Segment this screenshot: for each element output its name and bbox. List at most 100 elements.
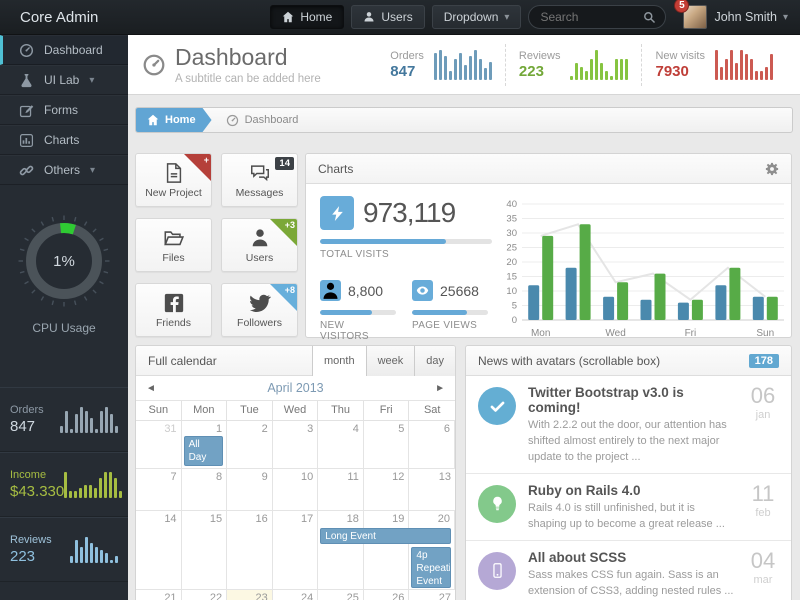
svg-text:Mon: Mon bbox=[531, 328, 550, 339]
news-header: News with avatars (scrollable box) 178 bbox=[466, 346, 791, 376]
news-panel: News with avatars (scrollable box) 178 T… bbox=[465, 345, 792, 600]
calendar-cell[interactable]: 5 bbox=[363, 421, 410, 469]
news-item-title: All about SCSS bbox=[528, 549, 627, 565]
calendar-day-header: Wed bbox=[272, 401, 319, 421]
calendar-cell[interactable]: 16 bbox=[227, 511, 273, 590]
stat-value: 847 bbox=[10, 418, 36, 435]
link-icon bbox=[19, 163, 34, 178]
calendar-cell[interactable]: 6 bbox=[409, 421, 455, 469]
calendar-cell[interactable]: 26 bbox=[364, 590, 410, 600]
calendar-cell[interactable]: 15 bbox=[181, 511, 228, 590]
stat-value: $43.330 bbox=[10, 483, 65, 500]
total-visits-value: 973,119 bbox=[363, 197, 456, 228]
sidebar-item-ui-lab[interactable]: UI Lab ▾ bbox=[0, 65, 128, 95]
svg-text:Wed: Wed bbox=[605, 328, 625, 339]
tile-messages[interactable]: Messages 14 bbox=[221, 153, 298, 207]
calendar-prev-button[interactable]: ◄ bbox=[146, 382, 156, 394]
calendar-event[interactable]: Long Event bbox=[320, 528, 451, 544]
sidebar-item-forms[interactable]: Forms bbox=[0, 95, 128, 125]
calendar-cell[interactable]: 1 bbox=[181, 421, 228, 469]
folder-icon bbox=[163, 227, 185, 249]
sidebar-item-dashboard[interactable]: Dashboard bbox=[0, 35, 128, 65]
calendar-cell[interactable]: 3 bbox=[272, 421, 319, 469]
ribbon-text: +3 bbox=[284, 220, 295, 230]
tile-label: Friends bbox=[155, 316, 191, 329]
calendar-cell[interactable]: 12 bbox=[363, 469, 410, 511]
tile-users[interactable]: Users +3 bbox=[221, 218, 298, 272]
search-box[interactable] bbox=[528, 5, 667, 29]
calendar-next-button[interactable]: ► bbox=[435, 382, 445, 394]
news-item[interactable]: All about SCSS Sass makes CSS fun again.… bbox=[466, 541, 791, 600]
stat-label: Income bbox=[10, 469, 47, 481]
calendar-cell[interactable]: 27 bbox=[409, 590, 455, 600]
news-item[interactable]: Ruby on Rails 4.0 Rails 4.0 is still unf… bbox=[466, 474, 791, 541]
calendar-cell[interactable]: 10 bbox=[272, 469, 319, 511]
news-item[interactable]: Twitter Bootstrap v3.0 is coming! With 2… bbox=[466, 376, 791, 474]
stat-value: 25668 bbox=[440, 282, 479, 299]
user-icon bbox=[363, 11, 375, 23]
calendar-cell[interactable]: 21 bbox=[136, 590, 182, 600]
dashboard-icon bbox=[19, 43, 34, 58]
breadcrumb-dashboard[interactable]: Dashboard bbox=[226, 114, 298, 127]
calendar-cell[interactable]: 22 bbox=[182, 590, 228, 600]
calendar-cell[interactable]: 23 bbox=[227, 590, 273, 600]
calendar-header: Full calendar month week day bbox=[136, 346, 455, 376]
news-item-date: 06 jan bbox=[750, 383, 776, 422]
breadcrumb-home[interactable]: Home bbox=[136, 108, 212, 132]
calendar-cell[interactable]: 2 bbox=[227, 421, 273, 469]
check-icon bbox=[478, 387, 516, 425]
calendar-cell[interactable]: 7 bbox=[136, 469, 182, 511]
calendar-cell[interactable]: 11 bbox=[318, 469, 364, 511]
calendar-cell[interactable]: 4 bbox=[318, 421, 364, 469]
news-list[interactable]: Twitter Bootstrap v3.0 is coming! With 2… bbox=[466, 376, 791, 600]
calendar-nav: ◄ April 2013 ► bbox=[136, 376, 455, 401]
nav-button-home[interactable]: Home bbox=[270, 5, 345, 29]
corner-ribbon bbox=[270, 284, 297, 311]
calendar-cell[interactable]: 9 bbox=[227, 469, 273, 511]
calendar-view-day[interactable]: day bbox=[414, 346, 455, 376]
nav-button-dropdown[interactable]: Dropdown ▾ bbox=[431, 5, 522, 29]
gear-icon[interactable] bbox=[765, 162, 779, 176]
calendar-cell[interactable]: 20 bbox=[409, 511, 455, 590]
calendar-cell[interactable]: 14 bbox=[136, 511, 182, 590]
facebook-icon bbox=[163, 292, 185, 314]
tile-friends[interactable]: Friends bbox=[135, 283, 212, 337]
calendar-cell[interactable]: 19 bbox=[363, 511, 410, 590]
nav-button-users[interactable]: Users bbox=[351, 5, 425, 29]
svg-text:Sun: Sun bbox=[756, 328, 774, 339]
calendar-event[interactable]: All Day Event bbox=[183, 436, 224, 466]
calendar-day-header: Sat bbox=[409, 401, 455, 421]
avatar-wrap[interactable]: 5 bbox=[674, 0, 708, 29]
sidebar-stats: Orders 847 Income $43.330 Reviews 223 bbox=[0, 387, 128, 582]
tile-followers[interactable]: Followers +8 bbox=[221, 283, 298, 337]
calendar-cell[interactable]: 31 bbox=[136, 421, 182, 469]
user-menu[interactable]: John Smith ▾ bbox=[714, 10, 788, 24]
calendar-view-month[interactable]: month bbox=[311, 346, 366, 376]
sidebar-item-others[interactable]: Others ▾ bbox=[0, 155, 128, 185]
charts-panel-header: Charts bbox=[306, 154, 791, 184]
search-input[interactable] bbox=[538, 9, 644, 25]
calendar-view-week[interactable]: week bbox=[365, 346, 415, 376]
calendar-day-header: Tue bbox=[227, 401, 273, 421]
visits-summary: 973,119 TOTAL VISITS 8,800 NEW VISITORS 2… bbox=[320, 196, 492, 344]
calendar-cell[interactable]: 8 bbox=[181, 469, 228, 511]
calendar-cell[interactable]: 17 bbox=[272, 511, 319, 590]
calendar-month-label: April 2013 bbox=[267, 381, 324, 395]
stat-label: NEW VISITORS bbox=[320, 320, 369, 342]
calendar-cell[interactable]: 24 bbox=[273, 590, 319, 600]
tile-files[interactable]: Files bbox=[135, 218, 212, 272]
substats: 8,800 NEW VISITORS 25668 PAGE VIEWS bbox=[320, 280, 492, 342]
svg-text:35: 35 bbox=[506, 214, 517, 225]
sidebar-item-charts[interactable]: Charts bbox=[0, 125, 128, 155]
calendar-cell[interactable]: 18 bbox=[318, 511, 364, 590]
search-icon[interactable] bbox=[643, 11, 656, 24]
calendar-day-headers: Sun Mon Tue Wed Thu Fri Sat bbox=[136, 401, 455, 421]
calendar-event[interactable]: 4p Repeating Event bbox=[411, 547, 451, 588]
calendar-panel: Full calendar month week day ◄ April 2013 … bbox=[135, 345, 456, 600]
news-count-badge: 178 bbox=[748, 353, 779, 368]
tile-new-project[interactable]: New Project + bbox=[135, 153, 212, 207]
shortcut-tiles: New Project + Messages 14 Files Users +3 Friend… bbox=[135, 153, 298, 337]
tile-label: Followers bbox=[237, 316, 282, 329]
calendar-cell[interactable]: 13 bbox=[409, 469, 455, 511]
calendar-cell[interactable]: 25 bbox=[318, 590, 364, 600]
